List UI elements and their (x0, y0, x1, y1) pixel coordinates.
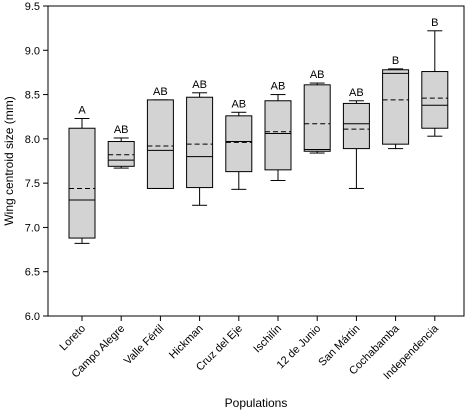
box-loreto: A (68, 104, 96, 244)
box-cruz-del-eje: AB (225, 98, 253, 190)
box-campo-alegre: AB (107, 124, 135, 169)
box-san-m-rtin: AB (342, 87, 370, 189)
significance-label: AB (349, 87, 364, 99)
y-tick-label: 9.0 (25, 45, 40, 57)
iqr-box (68, 127, 96, 239)
iqr-box (382, 69, 410, 145)
iqr-box (146, 99, 174, 189)
x-tick-label: Hickman (167, 323, 206, 362)
significance-label: AB (231, 98, 246, 110)
iqr-box (342, 102, 370, 150)
y-tick-label: 7.5 (25, 178, 40, 190)
y-tick-label: 6.5 (25, 267, 40, 279)
significance-label: A (78, 104, 86, 116)
box-hickman: AB (186, 79, 214, 206)
box-valle-f-rtil: AB (146, 86, 174, 189)
box-12-de-junio: AB (303, 69, 331, 154)
box-cochabamba: B (382, 55, 410, 150)
y-tick-label: 6.0 (25, 311, 40, 323)
y-tick-label: 7.0 (25, 222, 40, 234)
x-axis-title: Populations (225, 396, 288, 410)
significance-label: AB (153, 86, 168, 98)
x-tick-label: Loreto (58, 323, 89, 354)
significance-label: B (392, 55, 399, 67)
significance-label: B (431, 17, 438, 29)
box-independencia: B (421, 17, 449, 137)
x-tick-label: Ischilín (251, 323, 284, 356)
significance-label: AB (271, 81, 286, 93)
boxes-group: A AB AB AB AB AB AB AB B B (68, 17, 449, 244)
iqr-box (225, 115, 253, 173)
iqr-box (264, 100, 292, 171)
y-tick-label: 8.5 (25, 90, 40, 102)
iqr-box (421, 71, 449, 129)
y-tick-label: 9.5 (25, 1, 40, 13)
significance-label: AB (114, 124, 129, 136)
plot-frame (47, 5, 465, 317)
significance-label: AB (310, 69, 325, 81)
iqr-box (303, 84, 331, 152)
x-tick-label: Valle Fértil (122, 323, 167, 368)
box-ischil-n: AB (264, 81, 292, 181)
significance-label: AB (192, 79, 207, 91)
iqr-box (107, 141, 135, 167)
y-tick-label: 8.0 (25, 134, 40, 146)
y-axis-title: Wing centroid size (mm) (2, 96, 16, 225)
iqr-box (186, 96, 214, 189)
y-axis: 6.0 6.5 7.0 7.5 8.0 8.5 9.0 9.5 (25, 1, 48, 323)
